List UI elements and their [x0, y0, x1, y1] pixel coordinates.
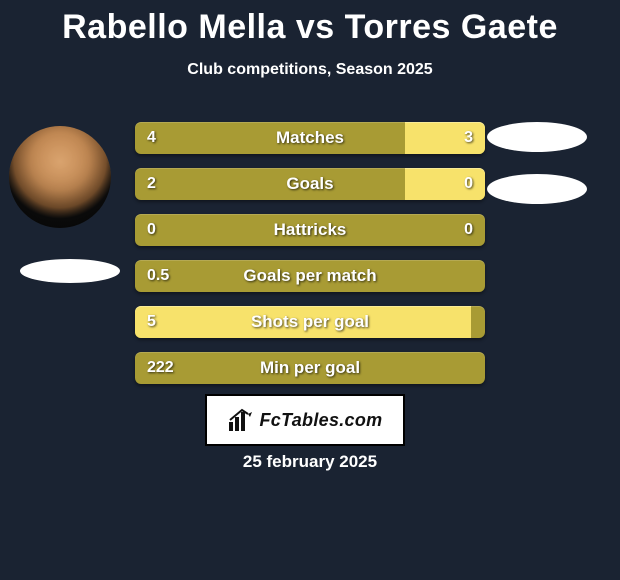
stat-row: 2Goals0	[135, 168, 485, 200]
stat-value-right: 3	[464, 122, 473, 154]
brand-box: FcTables.com	[205, 394, 405, 446]
brand-text: FcTables.com	[260, 410, 383, 431]
stat-row: 5Shots per goal	[135, 306, 485, 338]
stat-label: Shots per goal	[135, 306, 485, 338]
player-left-avatar	[9, 126, 111, 228]
chart-icon	[228, 408, 254, 432]
stat-row: 4Matches3	[135, 122, 485, 154]
player-right-badge-bottom	[487, 174, 587, 204]
stat-label: Goals per match	[135, 260, 485, 292]
player-right-badge-top	[487, 122, 587, 152]
stat-value-right: 0	[464, 168, 473, 200]
page-title: Rabello Mella vs Torres Gaete	[0, 0, 620, 47]
stat-label: Hattricks	[135, 214, 485, 246]
stat-row: 0Hattricks0	[135, 214, 485, 246]
date-label: 25 february 2025	[0, 452, 620, 472]
stat-label: Matches	[135, 122, 485, 154]
stat-row: 0.5Goals per match	[135, 260, 485, 292]
player-left-badge	[20, 259, 120, 283]
stat-label: Min per goal	[135, 352, 485, 384]
stat-label: Goals	[135, 168, 485, 200]
stat-value-right: 0	[464, 214, 473, 246]
stat-row: 222Min per goal	[135, 352, 485, 384]
comparison-bars: 4Matches32Goals00Hattricks00.5Goals per …	[135, 122, 485, 398]
subtitle: Club competitions, Season 2025	[0, 61, 620, 79]
